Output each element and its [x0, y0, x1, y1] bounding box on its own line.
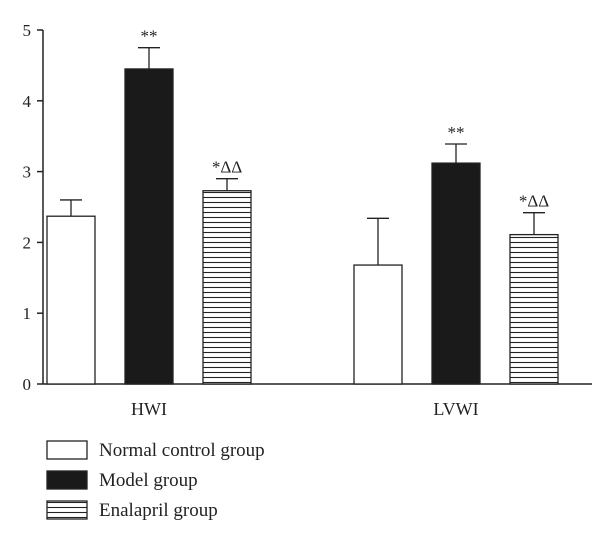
- legend: Normal control group Model group Enalapril…: [46, 440, 265, 521]
- significance-label: **: [448, 123, 465, 142]
- y-tick-label: 5: [23, 21, 32, 40]
- legend-swatch: [46, 500, 88, 520]
- y-tick-label: 0: [23, 375, 32, 394]
- y-tick-label: 4: [23, 92, 32, 111]
- legend-swatch: [46, 440, 88, 460]
- legend-label: Normal control group: [99, 440, 265, 461]
- bar-lvwi-2: [509, 233, 559, 385]
- bar-hwi-1: [124, 68, 174, 385]
- axes: 0 1 2 3 4 5 HWI LVWI: [23, 21, 592, 419]
- x-category-label: LVWI: [433, 399, 478, 419]
- legend-label: Model group: [99, 470, 198, 491]
- y-tick-label: 3: [23, 163, 32, 182]
- bar-hwi-2: [202, 190, 252, 385]
- y-tick-label: 1: [23, 304, 32, 323]
- significance-label: **: [141, 27, 158, 46]
- bar-hwi-0: [46, 215, 96, 385]
- bar-lvwi-1: [431, 162, 481, 385]
- bars: ** *ΔΔ ** *ΔΔ: [46, 27, 559, 385]
- y-tick-label: 2: [23, 233, 32, 252]
- significance-label: *ΔΔ: [519, 192, 549, 211]
- significance-label: *ΔΔ: [212, 158, 242, 177]
- legend-label: Enalapril group: [99, 500, 218, 521]
- legend-swatch: [46, 470, 88, 490]
- x-category-label: HWI: [131, 399, 167, 419]
- bar-lvwi-0: [353, 264, 403, 385]
